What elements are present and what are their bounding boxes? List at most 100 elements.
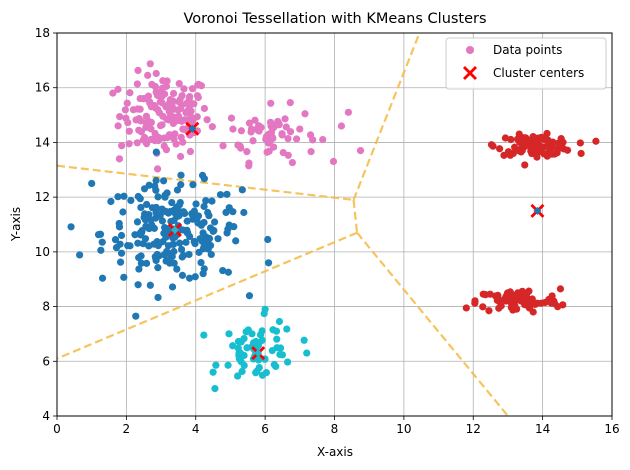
data-point xyxy=(122,114,130,122)
data-point xyxy=(162,233,170,241)
data-point xyxy=(497,302,505,310)
data-point xyxy=(94,231,103,239)
data-point xyxy=(200,104,209,113)
data-point xyxy=(134,66,142,75)
data-point xyxy=(212,361,220,369)
data-point xyxy=(199,229,207,237)
data-point xyxy=(115,219,123,228)
legend-label-cluster-centers: Cluster centers xyxy=(493,66,584,80)
data-point xyxy=(154,293,162,302)
data-point xyxy=(281,115,289,123)
x-tick-label: 14 xyxy=(535,422,550,436)
data-point xyxy=(169,89,178,98)
data-point xyxy=(481,291,490,299)
data-point xyxy=(112,244,121,252)
data-point xyxy=(147,103,155,111)
data-point xyxy=(275,119,283,128)
data-point xyxy=(177,181,185,189)
data-point xyxy=(273,335,281,343)
data-point xyxy=(153,165,162,173)
data-point xyxy=(560,145,568,153)
data-point xyxy=(120,273,128,281)
data-point xyxy=(189,114,198,123)
data-point xyxy=(592,137,600,145)
data-point xyxy=(224,361,232,369)
data-point xyxy=(521,161,529,169)
legend-marker-data-points xyxy=(466,46,474,54)
data-point xyxy=(547,299,555,307)
data-points xyxy=(67,60,600,393)
data-point xyxy=(254,356,263,364)
data-point xyxy=(142,112,150,120)
data-point xyxy=(219,142,227,150)
data-point xyxy=(237,338,245,346)
data-point xyxy=(329,157,338,166)
data-point xyxy=(270,143,278,151)
data-point xyxy=(235,355,243,363)
data-point xyxy=(156,90,164,98)
data-point xyxy=(198,237,206,245)
data-point xyxy=(208,123,216,131)
data-point xyxy=(167,217,175,226)
data-point xyxy=(288,158,297,167)
data-point xyxy=(107,197,115,206)
data-point xyxy=(263,148,271,156)
data-point xyxy=(194,81,203,89)
data-point xyxy=(557,139,565,148)
data-point xyxy=(337,122,346,130)
data-point xyxy=(134,239,142,247)
legend: Data points Cluster centers xyxy=(445,37,607,90)
data-point xyxy=(146,60,154,68)
data-point xyxy=(109,89,117,97)
y-tick-label: 4 xyxy=(42,409,50,423)
data-point xyxy=(248,330,256,338)
cluster-centers xyxy=(167,121,545,361)
data-point xyxy=(164,256,173,264)
data-point xyxy=(129,106,137,114)
data-point xyxy=(537,144,545,152)
data-point xyxy=(152,69,160,78)
data-point xyxy=(147,125,155,133)
data-point xyxy=(522,134,530,142)
data-point xyxy=(200,175,208,183)
data-point xyxy=(98,274,107,282)
data-point xyxy=(158,121,166,129)
data-point xyxy=(135,126,143,134)
data-point xyxy=(284,134,292,143)
data-point xyxy=(116,258,125,266)
data-point xyxy=(511,295,519,304)
data-point xyxy=(173,186,182,194)
data-point xyxy=(507,135,515,144)
data-point xyxy=(88,179,96,188)
y-tick-label: 12 xyxy=(35,190,50,204)
data-point xyxy=(495,145,504,153)
data-point xyxy=(264,259,273,267)
data-point xyxy=(169,240,177,248)
data-point xyxy=(185,250,193,259)
data-point xyxy=(518,141,526,149)
legend-box xyxy=(445,37,607,90)
data-point xyxy=(123,99,131,107)
data-point xyxy=(501,134,510,142)
y-tick-label: 16 xyxy=(35,81,50,95)
data-point xyxy=(152,209,160,217)
legend-marker-cluster-centers xyxy=(463,66,477,80)
data-point xyxy=(210,218,219,226)
data-point xyxy=(264,235,272,244)
data-point xyxy=(119,208,127,216)
data-point xyxy=(525,300,533,309)
data-point xyxy=(160,177,168,185)
data-point xyxy=(142,259,151,267)
data-point xyxy=(193,92,202,100)
data-point xyxy=(188,210,196,219)
data-point xyxy=(261,305,269,313)
x-tick-label: 6 xyxy=(261,422,269,436)
data-point xyxy=(132,312,140,320)
voronoi-edges xyxy=(57,33,509,416)
data-point xyxy=(168,198,176,207)
data-point xyxy=(303,349,311,357)
data-point xyxy=(155,133,163,142)
data-point xyxy=(286,99,294,107)
data-point xyxy=(509,306,517,314)
data-point xyxy=(118,142,126,150)
